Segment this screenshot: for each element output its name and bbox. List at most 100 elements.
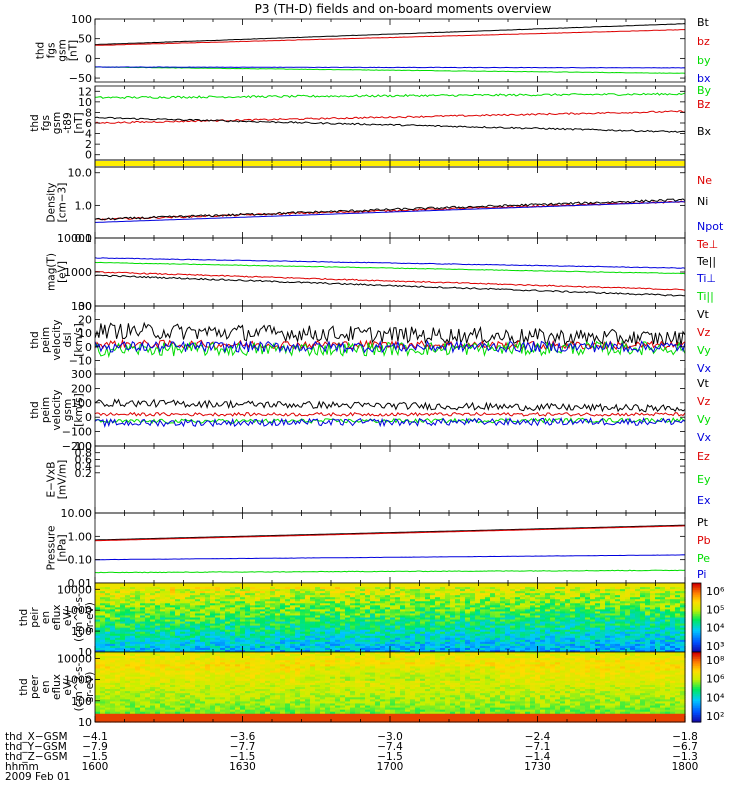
heatmap-cell [565, 587, 571, 590]
heatmap-cell [155, 607, 161, 610]
heatmap-cell [495, 585, 501, 588]
heatmap-cell [115, 715, 121, 719]
heatmap-cell [530, 599, 536, 602]
heatmap-cell [305, 649, 311, 653]
heatmap-cell [480, 583, 486, 586]
heatmap-cell [395, 627, 401, 631]
heatmap-cell [500, 625, 506, 629]
heatmap-cell [130, 601, 136, 604]
heatmap-cell [535, 635, 541, 639]
heatmap-cell [370, 647, 376, 651]
heatmap-cell [580, 607, 586, 610]
heatmap-cell [620, 621, 626, 625]
heatmap-cell [255, 617, 261, 621]
heatmap-cell [125, 627, 131, 631]
heatmap-cell [665, 593, 671, 596]
heatmap-cell [110, 654, 116, 657]
heatmap-cell [340, 583, 346, 586]
heatmap-cell [455, 643, 461, 647]
heatmap-cell [130, 607, 136, 610]
heatmap-cell [405, 647, 411, 651]
heatmap-cell [620, 623, 626, 627]
heatmap-cell [275, 607, 281, 610]
heatmap-cell [350, 629, 356, 633]
heatmap-cell [310, 599, 316, 602]
heatmap-cell [610, 613, 616, 617]
heatmap-cell [205, 639, 211, 643]
heatmap-cell [660, 585, 666, 588]
heatmap-cell [210, 603, 216, 606]
heatmap-cell [635, 611, 641, 615]
heatmap-cell [185, 631, 191, 635]
heatmap-cell [540, 625, 546, 629]
heatmap-cell [425, 635, 431, 639]
heatmap-cell [260, 647, 266, 651]
heatmap-cell [560, 597, 566, 600]
heatmap-cell [120, 703, 126, 707]
heatmap-cell [220, 649, 226, 653]
heatmap-cell [105, 682, 111, 686]
heatmap-cell [510, 585, 516, 588]
heatmap-cell [490, 629, 496, 633]
heatmap-cell [95, 701, 101, 705]
y-tick-label: 200 [71, 382, 92, 395]
heatmap-cell [615, 617, 621, 621]
heatmap-cell [120, 587, 126, 590]
heatmap-cell [640, 609, 646, 613]
heatmap-cell [585, 607, 591, 610]
heatmap-cell [370, 649, 376, 653]
heatmap-cell [625, 607, 631, 610]
heatmap-cell [105, 617, 111, 621]
heatmap-cell [630, 601, 636, 604]
heatmap-cell [310, 597, 316, 600]
heatmap-cell [585, 615, 591, 619]
heatmap-cell [125, 641, 131, 645]
y-axis-label-line: thd [35, 42, 47, 59]
heatmap-cell [285, 631, 291, 635]
heatmap-cell [670, 615, 676, 619]
heatmap-cell [230, 591, 236, 594]
heatmap-cell [245, 615, 251, 619]
heatmap-cell [280, 599, 286, 602]
heatmap-cell [305, 611, 311, 615]
heatmap-cell [670, 613, 676, 617]
heatmap-cell [225, 593, 231, 596]
heatmap-cell [235, 599, 241, 602]
heatmap-cell [485, 629, 491, 633]
heatmap-cell [565, 599, 571, 602]
heatmap-cell [380, 641, 386, 645]
heatmap-cell [455, 631, 461, 635]
heatmap-cell [100, 605, 106, 608]
heatmap-cell [410, 593, 416, 596]
heatmap-cell [225, 621, 231, 625]
heatmap-cell [115, 676, 121, 680]
heatmap-cell [645, 637, 651, 641]
heatmap-cell [355, 641, 361, 645]
heatmap-cell [190, 587, 196, 590]
heatmap-cell [630, 611, 636, 615]
heatmap-cell [645, 631, 651, 635]
heatmap-cell [325, 587, 331, 590]
heatmap-cell [390, 619, 396, 623]
heatmap-cell [210, 639, 216, 643]
heatmap-cell [380, 613, 386, 617]
heatmap-cell [445, 627, 451, 631]
heatmap-cell [110, 597, 116, 600]
heatmap-cell [515, 635, 521, 639]
heatmap-cell [535, 619, 541, 623]
heatmap-cell [390, 639, 396, 643]
heatmap-cell [275, 585, 281, 588]
heatmap-cell [420, 635, 426, 639]
heatmap-cell [490, 595, 496, 598]
heatmap-cell [250, 641, 256, 645]
y-tick-label: 10 [78, 96, 92, 109]
heatmap-cell [485, 631, 491, 635]
heatmap-cell [560, 615, 566, 619]
heatmap-cell [145, 615, 151, 619]
heatmap-cell [430, 591, 436, 594]
heatmap-cell [560, 647, 566, 651]
heatmap-cell [565, 633, 571, 637]
heatmap-cell [110, 619, 116, 623]
heatmap-cell [580, 625, 586, 629]
heatmap-cell [140, 595, 146, 598]
